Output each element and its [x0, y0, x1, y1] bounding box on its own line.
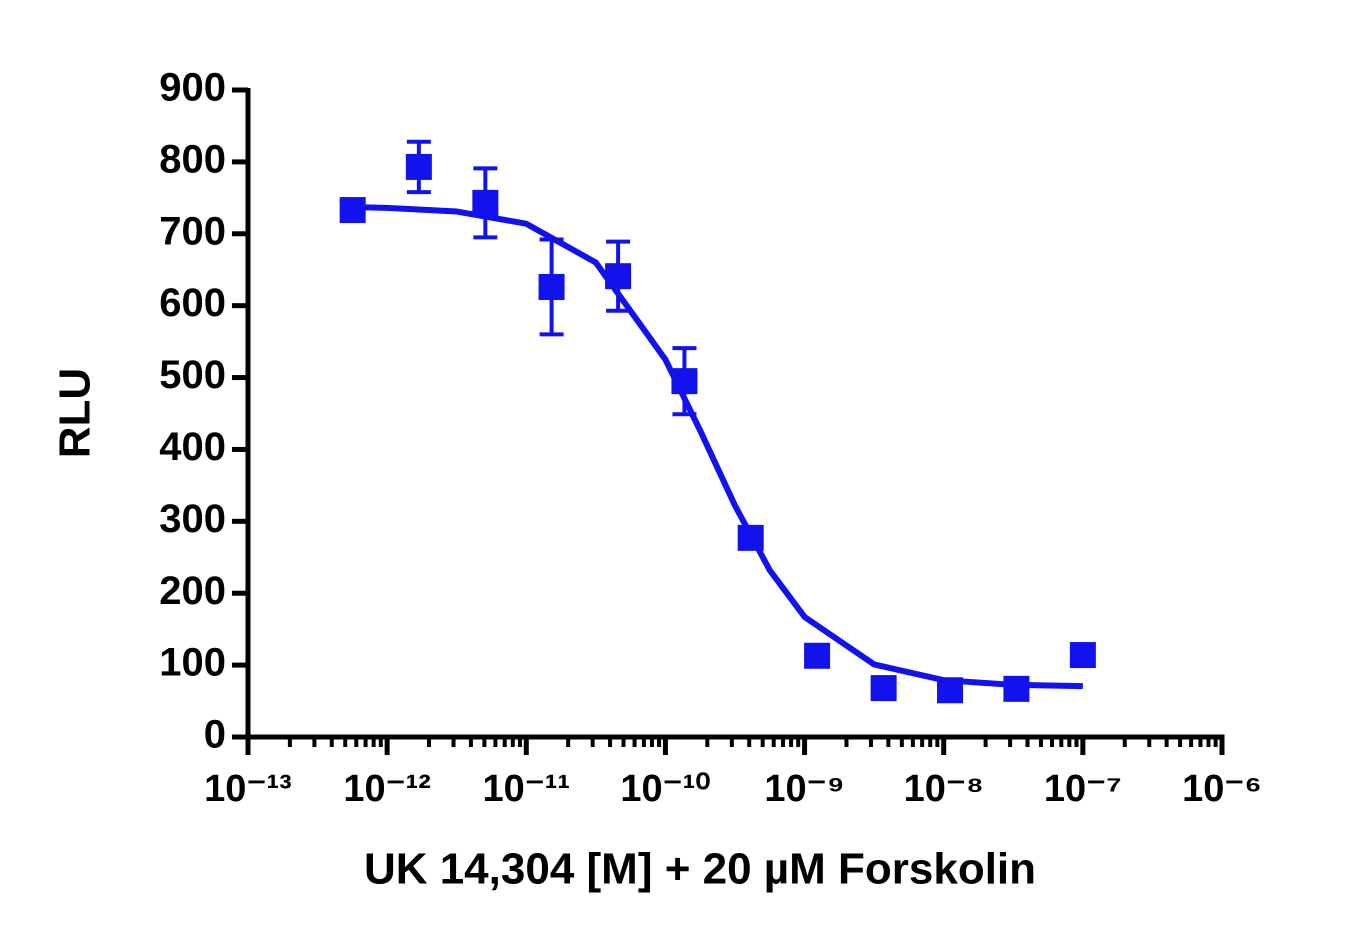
x-tick-label: 10⁻⁸ — [904, 768, 984, 810]
y-tick-label: 400 — [159, 425, 226, 469]
y-axis-title: RLU — [51, 368, 100, 458]
x-tick-label: 10⁻¹² — [343, 768, 431, 810]
x-tick-label: 10⁻⁹ — [764, 768, 844, 810]
x-tick-label: 10⁻⁶ — [1182, 768, 1262, 810]
x-axis-title: UK 14,304 [M] + 20 µM Forskolin — [364, 845, 1036, 894]
y-tick-label: 200 — [159, 569, 226, 613]
y-tick-label: 700 — [159, 209, 226, 253]
y-tick-label: 300 — [159, 497, 226, 541]
fit-curve — [352, 204, 1083, 690]
y-tick-label: 800 — [159, 137, 226, 181]
y-tick-label: 0 — [204, 713, 226, 757]
y-tick-label: 600 — [159, 281, 226, 325]
data-point — [1069, 642, 1096, 669]
data-point — [870, 675, 897, 702]
x-tick-label: 10⁻¹³ — [204, 768, 292, 810]
y-tick-label: 900 — [159, 66, 226, 110]
x-tick-label: 10⁻¹⁰ — [620, 768, 710, 810]
data-point — [405, 153, 432, 180]
x-tick-label: 10⁻⁷ — [1044, 768, 1122, 810]
data-point — [1003, 675, 1030, 702]
data-point — [472, 189, 499, 216]
data-point — [804, 642, 831, 669]
y-tick-label: 100 — [159, 641, 226, 685]
data-point — [538, 273, 565, 300]
y-tick-label: 500 — [159, 353, 226, 397]
x-tick-label: 10⁻¹¹ — [482, 768, 570, 810]
